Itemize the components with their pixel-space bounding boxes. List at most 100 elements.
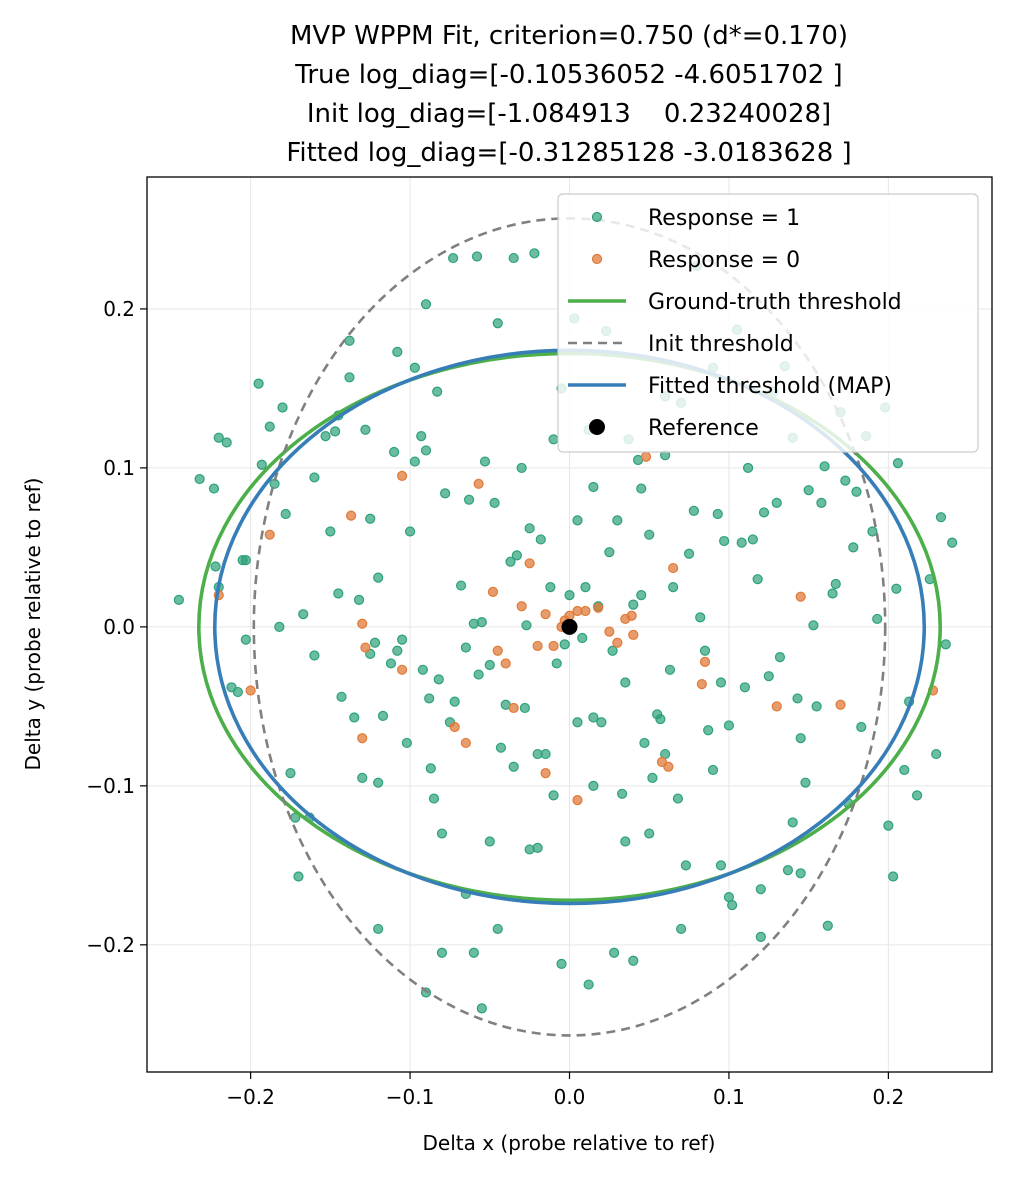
point-response-1 xyxy=(588,481,599,493)
point-response-1 xyxy=(551,658,562,669)
point-response-1 xyxy=(417,664,428,675)
point-response-0 xyxy=(460,737,471,749)
point-response-1 xyxy=(911,790,923,801)
point-response-0 xyxy=(492,645,503,656)
point-response-1 xyxy=(293,871,304,882)
legend-marker-reference xyxy=(589,419,605,435)
point-response-1 xyxy=(891,583,902,594)
point-response-0 xyxy=(500,658,511,669)
point-response-1 xyxy=(580,582,591,593)
point-response-1 xyxy=(559,639,570,650)
point-response-1 xyxy=(521,620,532,631)
point-response-1 xyxy=(479,456,491,467)
y-tick-label: −0.1 xyxy=(86,774,135,798)
point-response-1 xyxy=(935,512,947,523)
point-response-0 xyxy=(668,562,679,574)
point-response-1 xyxy=(353,594,365,605)
point-response-1 xyxy=(782,865,794,876)
legend-marker-response-1 xyxy=(591,211,603,223)
point-response-1 xyxy=(416,431,427,442)
point-response-1 xyxy=(428,793,440,804)
point-response-1 xyxy=(774,651,786,663)
point-response-1 xyxy=(771,497,782,508)
point-response-1 xyxy=(468,947,479,958)
point-response-1 xyxy=(892,458,904,469)
point-response-1 xyxy=(455,580,467,591)
point-response-1 xyxy=(752,574,763,585)
point-response-0 xyxy=(699,656,711,667)
point-response-1 xyxy=(369,637,381,648)
y-tick-label: 0.2 xyxy=(103,297,135,321)
point-response-0 xyxy=(540,768,551,779)
point-response-0 xyxy=(771,701,782,712)
point-response-1 xyxy=(872,613,883,625)
title-line-2: True log_diag=[-0.10536052 -4.6051702 ] xyxy=(294,60,842,90)
x-axis-ticks: −0.2 −0.1 0.0 0.1 0.2 xyxy=(226,1072,904,1109)
point-response-1 xyxy=(680,860,691,871)
legend-swatches xyxy=(568,211,626,435)
point-response-1 xyxy=(424,693,435,704)
point-response-1 xyxy=(280,508,291,520)
point-response-0 xyxy=(663,761,674,772)
point-response-1 xyxy=(392,645,403,656)
point-response-1 xyxy=(436,947,448,958)
point-response-0 xyxy=(345,510,357,521)
point-response-1 xyxy=(695,612,706,623)
point-response-1 xyxy=(495,742,507,753)
point-response-1 xyxy=(583,979,594,990)
point-response-1 xyxy=(617,788,628,799)
y-axis-label: Delta y (probe relative to ref) xyxy=(21,478,45,771)
point-response-1 xyxy=(647,772,658,784)
point-response-1 xyxy=(344,335,355,346)
point-response-1 xyxy=(532,748,543,760)
point-response-1 xyxy=(433,674,444,685)
point-response-1 xyxy=(755,884,766,895)
point-response-1 xyxy=(298,609,309,620)
point-response-1 xyxy=(672,793,684,804)
point-response-1 xyxy=(639,737,650,749)
point-response-1 xyxy=(401,737,412,749)
title-line-4: Fitted log_diag=[-0.31285128 -3.0183628 … xyxy=(286,138,851,168)
point-response-0 xyxy=(357,733,368,744)
point-response-1 xyxy=(409,362,420,373)
point-response-0 xyxy=(593,602,604,613)
point-response-1 xyxy=(476,1003,487,1014)
point-response-1 xyxy=(636,483,647,494)
point-response-1 xyxy=(221,437,232,448)
point-response-1 xyxy=(719,535,730,547)
point-response-1 xyxy=(747,534,758,545)
point-response-1 xyxy=(715,677,727,688)
point-response-0 xyxy=(626,610,637,621)
y-tick-label: 0.0 xyxy=(103,615,135,639)
point-response-1 xyxy=(173,594,184,605)
legend: Response = 1 Response = 0 Ground-truth t… xyxy=(557,193,979,453)
point-response-1 xyxy=(449,696,460,707)
point-response-1 xyxy=(703,725,714,736)
point-response-1 xyxy=(607,645,618,656)
point-response-0 xyxy=(487,586,499,598)
point-response-1 xyxy=(668,582,679,593)
point-response-1 xyxy=(588,712,599,723)
point-response-1 xyxy=(473,669,484,680)
point-response-1 xyxy=(360,424,371,435)
point-response-1 xyxy=(320,431,331,442)
point-response-1 xyxy=(492,318,503,329)
x-tick-label: −0.1 xyxy=(386,1085,435,1109)
point-response-1 xyxy=(644,529,655,540)
point-response-1 xyxy=(484,836,495,847)
x-tick-label: 0.0 xyxy=(554,1085,586,1109)
y-tick-label: 0.1 xyxy=(103,456,135,480)
point-response-0 xyxy=(449,721,460,733)
point-response-1 xyxy=(404,526,416,537)
point-response-1 xyxy=(548,434,559,445)
point-response-1 xyxy=(739,682,750,693)
point-response-1 xyxy=(795,868,806,879)
point-response-0 xyxy=(835,699,846,710)
point-response-1 xyxy=(208,483,220,494)
legend-label-fitted: Fitted threshold (MAP) xyxy=(648,374,892,399)
legend-label-init: Init threshold xyxy=(648,332,794,357)
point-response-1 xyxy=(492,923,503,935)
point-response-1 xyxy=(194,473,205,485)
point-response-1 xyxy=(931,748,942,760)
